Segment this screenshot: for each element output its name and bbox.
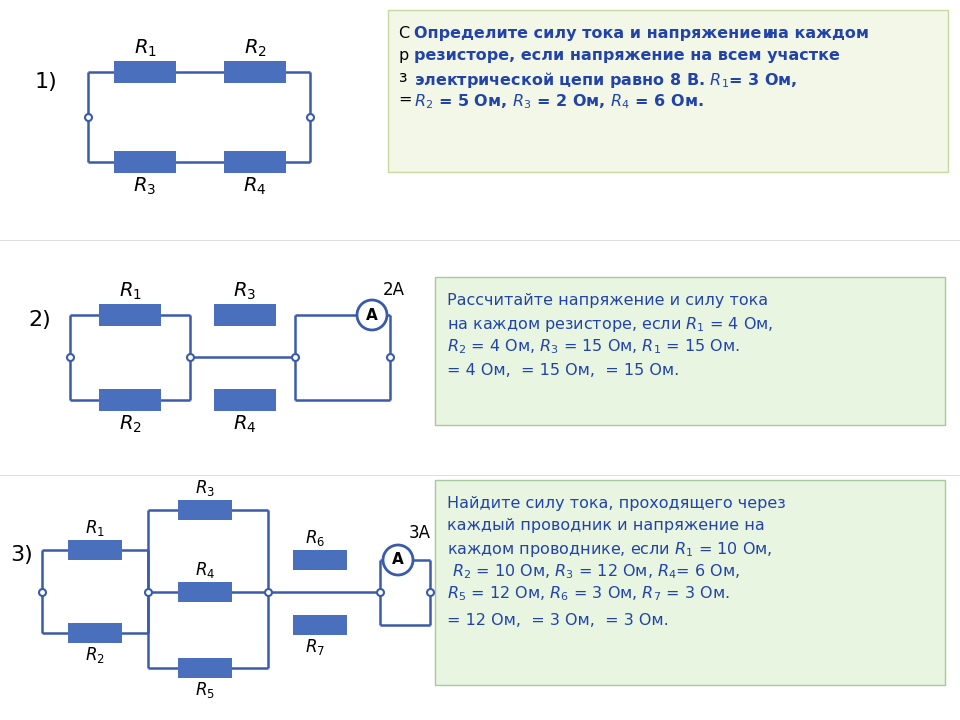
Text: $R_{3}$: $R_{3}$ (133, 176, 156, 197)
Text: = 12 Ом,  = 3 Ом,  = 3 Ом.: = 12 Ом, = 3 Ом, = 3 Ом. (447, 613, 669, 628)
Text: электрической цепи равно 8 В. $R_1$= 3 Ом,: электрической цепи равно 8 В. $R_1$= 3 О… (414, 70, 798, 90)
Text: $R_{3}$: $R_{3}$ (233, 280, 256, 302)
FancyBboxPatch shape (178, 658, 232, 678)
Text: 2А: 2А (383, 281, 405, 299)
FancyBboxPatch shape (293, 615, 347, 635)
Text: $R_2$ = 4 Ом, $R_3$ = 15 Ом, $R_1$ = 15 Ом.: $R_2$ = 4 Ом, $R_3$ = 15 Ом, $R_1$ = 15 … (447, 337, 740, 356)
FancyBboxPatch shape (214, 304, 276, 326)
Text: С: С (398, 26, 409, 41)
Text: $R_{5}$: $R_{5}$ (195, 680, 215, 700)
Text: $R_{6}$: $R_{6}$ (305, 528, 325, 548)
FancyBboxPatch shape (214, 389, 276, 411)
Text: A: A (366, 307, 378, 323)
FancyBboxPatch shape (178, 500, 232, 520)
Text: $R_{2}$: $R_{2}$ (119, 413, 141, 435)
Text: Рассчитайте напряжение и силу тока: Рассчитайте напряжение и силу тока (447, 293, 768, 308)
Text: $R_2$ = 5 Ом, $R_3$ = 2 Ом, $R_4$ = 6 Ом.: $R_2$ = 5 Ом, $R_3$ = 2 Ом, $R_4$ = 6 Ом… (414, 92, 704, 111)
Text: A: A (392, 552, 404, 567)
Text: на каждом резисторе, если $R_1$ = 4 Ом,: на каждом резисторе, если $R_1$ = 4 Ом, (447, 315, 773, 334)
FancyBboxPatch shape (435, 277, 945, 425)
Text: 2): 2) (28, 310, 51, 330)
Text: Определите силу тока и напряжение на каждом: Определите силу тока и напряжение на каж… (414, 26, 869, 41)
FancyBboxPatch shape (224, 61, 286, 83)
Text: $R_{4}$: $R_{4}$ (195, 560, 215, 580)
Text: $R_2$ = 10 Ом, $R_3$ = 12 Ом, $R_4$= 6 Ом,: $R_2$ = 10 Ом, $R_3$ = 12 Ом, $R_4$= 6 О… (447, 562, 740, 581)
Text: $R_{4}$: $R_{4}$ (243, 176, 267, 197)
Text: резисторе, если напряжение на всем участке: резисторе, если напряжение на всем участ… (414, 48, 840, 63)
FancyBboxPatch shape (99, 389, 161, 411)
Text: р: р (398, 48, 408, 63)
Text: каждый проводник и напряжение на: каждый проводник и напряжение на (447, 518, 765, 533)
Text: $R_{3}$: $R_{3}$ (195, 478, 215, 498)
Text: з: з (398, 70, 406, 85)
FancyBboxPatch shape (99, 304, 161, 326)
Text: $R_5$ = 12 Ом, $R_6$ = 3 Ом, $R_7$ = 3 Ом.: $R_5$ = 12 Ом, $R_6$ = 3 Ом, $R_7$ = 3 О… (447, 584, 730, 603)
Text: 3А: 3А (409, 524, 431, 542)
FancyBboxPatch shape (224, 151, 286, 173)
FancyBboxPatch shape (114, 151, 176, 173)
FancyBboxPatch shape (68, 540, 122, 560)
Text: =: = (398, 92, 412, 107)
Text: $R_{2}$: $R_{2}$ (85, 645, 105, 665)
FancyBboxPatch shape (388, 10, 948, 172)
Text: $R_{1}$: $R_{1}$ (133, 37, 156, 58)
FancyBboxPatch shape (114, 61, 176, 83)
Circle shape (383, 545, 413, 575)
Text: $R_{7}$: $R_{7}$ (305, 637, 325, 657)
Text: $R_{1}$: $R_{1}$ (118, 280, 141, 302)
Text: $R_{2}$: $R_{2}$ (244, 37, 266, 58)
Text: $R_{4}$: $R_{4}$ (233, 413, 256, 435)
Text: Найдите силу тока, проходящего через: Найдите силу тока, проходящего через (447, 496, 785, 511)
Text: $R_{1}$: $R_{1}$ (85, 518, 105, 538)
Text: и: и (414, 26, 774, 41)
Circle shape (357, 300, 387, 330)
Text: 1): 1) (35, 72, 58, 92)
Text: 3): 3) (10, 545, 33, 565)
FancyBboxPatch shape (178, 582, 232, 602)
FancyBboxPatch shape (68, 623, 122, 643)
FancyBboxPatch shape (435, 480, 945, 685)
Text: каждом проводнике, если $R_1$ = 10 Ом,: каждом проводнике, если $R_1$ = 10 Ом, (447, 540, 773, 559)
Text: = 4 Ом,  = 15 Ом,  = 15 Ом.: = 4 Ом, = 15 Ом, = 15 Ом. (447, 364, 680, 379)
FancyBboxPatch shape (293, 550, 347, 570)
